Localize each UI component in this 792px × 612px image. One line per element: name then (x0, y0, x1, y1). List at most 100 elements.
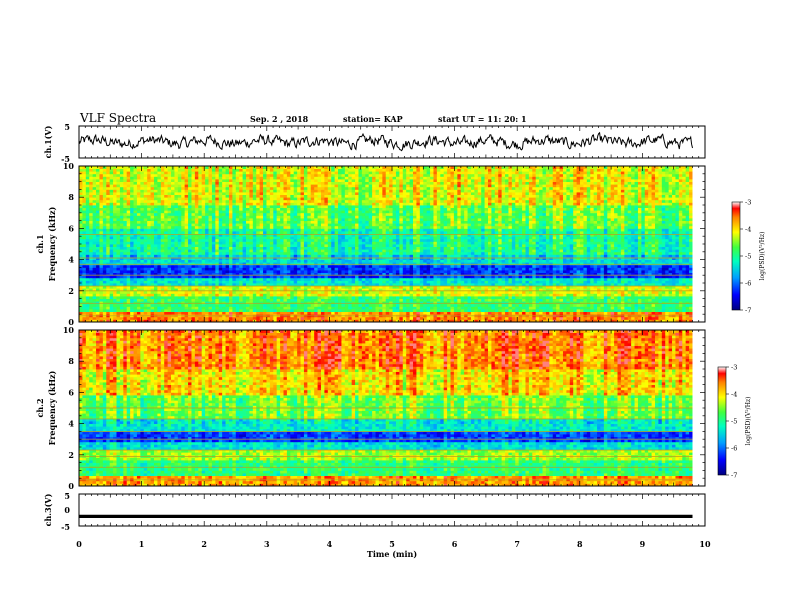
spectrogram-cell (508, 272, 513, 276)
spectrogram-cell (317, 301, 322, 305)
spectrogram-cell (89, 285, 94, 289)
spectrogram-cell (399, 306, 404, 310)
spectrogram-cell (184, 296, 189, 299)
spectrogram-cell (276, 288, 281, 292)
spectrogram-cell (586, 301, 591, 305)
spectrogram-cell (433, 285, 438, 289)
spectrogram-cell (188, 280, 192, 284)
spectrogram-cell (648, 293, 652, 297)
spectrogram-cell (225, 301, 230, 305)
spectrogram-cell (464, 264, 468, 268)
spectrogram-cell (637, 259, 642, 263)
spectrogram-cell (153, 283, 158, 286)
spectrogram-cell (562, 264, 567, 268)
spectrogram-cell (130, 257, 134, 260)
spectrogram-cell (423, 277, 428, 281)
spectrogram-cell (79, 293, 83, 297)
spectrogram-cell (334, 262, 339, 266)
spectrogram-cell (672, 298, 676, 302)
spectrogram-cell (389, 303, 393, 307)
spectrogram-cell (307, 311, 312, 315)
spectrogram-cell (266, 257, 271, 260)
spectrogram-cell (368, 319, 373, 323)
spectrogram-cell (539, 254, 543, 258)
spectrogram-cell (515, 270, 520, 273)
spectrogram-cell (235, 277, 240, 281)
spectrogram-cell (661, 257, 666, 260)
spectrogram-cell (290, 309, 295, 312)
spectrogram-cell (355, 267, 359, 271)
spectrogram-cell (477, 316, 482, 320)
spectrogram-cell (106, 270, 111, 273)
spectrogram-cell (89, 296, 94, 299)
spectrogram-cell (525, 270, 530, 273)
spectrogram-cell (82, 285, 87, 289)
spectrogram-cell (273, 311, 278, 315)
spectrogram-cell (147, 298, 151, 302)
spectrogram-cell (157, 262, 162, 266)
spectrogram-cell (494, 283, 499, 286)
spectrogram-cell (205, 288, 209, 292)
spectrogram-cell (375, 254, 380, 258)
spectrogram-cell (102, 264, 107, 268)
spectrogram-cell (661, 264, 666, 268)
spectrogram-cell (232, 262, 237, 266)
spectrogram-cell (409, 306, 414, 310)
spectrogram-cell (634, 277, 639, 281)
spectrogram-cell (147, 259, 151, 263)
spectrogram-cell (498, 319, 503, 323)
spectrogram-cell (341, 283, 346, 286)
spectrogram-cell (355, 272, 359, 276)
spectrogram-cell (344, 259, 349, 263)
spectrogram-cell (286, 319, 291, 323)
spectrogram-cell (136, 270, 141, 273)
spectrogram-cell (297, 288, 301, 292)
spectrogram-cell (348, 270, 353, 273)
spectrogram-cell (627, 306, 632, 310)
spectrogram-cell (153, 251, 158, 255)
spectrogram-cell (266, 296, 271, 299)
spectrogram-cell (416, 264, 421, 268)
spectrogram-cell (539, 309, 543, 312)
spectrogram-cell (419, 259, 424, 263)
spectrogram-cell (331, 296, 336, 299)
spectrogram-cell (136, 251, 141, 255)
spectrogram-cell (470, 316, 475, 320)
spectrogram-cell (440, 259, 445, 263)
spectrogram-cell (487, 254, 492, 258)
spectrogram-cell (157, 309, 162, 312)
spectrogram-cell (188, 319, 192, 323)
spectrogram-cell (286, 316, 291, 320)
spectrogram-cell (96, 254, 100, 258)
spectrogram-cell (317, 275, 322, 279)
spectrogram-cell (515, 280, 520, 284)
spectrogram-cell (331, 280, 336, 284)
spectrogram-cell (171, 251, 175, 255)
spectrogram-cell (191, 259, 196, 263)
spectrogram-cell (668, 296, 673, 299)
ch1-ytick-bottom: -5 (61, 154, 70, 164)
spectrogram-cell (409, 303, 414, 307)
spectrogram-cell (191, 301, 196, 305)
spectrogram-cell (358, 283, 363, 286)
spectrogram-cell (218, 290, 223, 294)
spectrogram-cell (188, 270, 192, 273)
spectrogram-cell (252, 303, 257, 307)
spectrogram-cell (395, 262, 400, 266)
spectrogram-cell (399, 301, 404, 305)
spectrogram-cell (678, 257, 683, 260)
spectrogram-cell (307, 319, 312, 323)
spectrogram-cell (130, 293, 134, 297)
spectrogram-cell (580, 257, 584, 260)
spectrogram-cell (355, 288, 359, 292)
spectrogram-cell (474, 272, 479, 276)
spectrogram-cell (269, 296, 274, 299)
spectrogram-cell (501, 309, 506, 312)
spectrogram-cell (164, 280, 169, 284)
spectrogram-cell (269, 306, 274, 310)
spectrogram-cell (276, 283, 281, 286)
spectrogram-cell (600, 290, 605, 294)
spectrogram-cell (419, 272, 424, 276)
spectrogram-cell (147, 267, 151, 271)
